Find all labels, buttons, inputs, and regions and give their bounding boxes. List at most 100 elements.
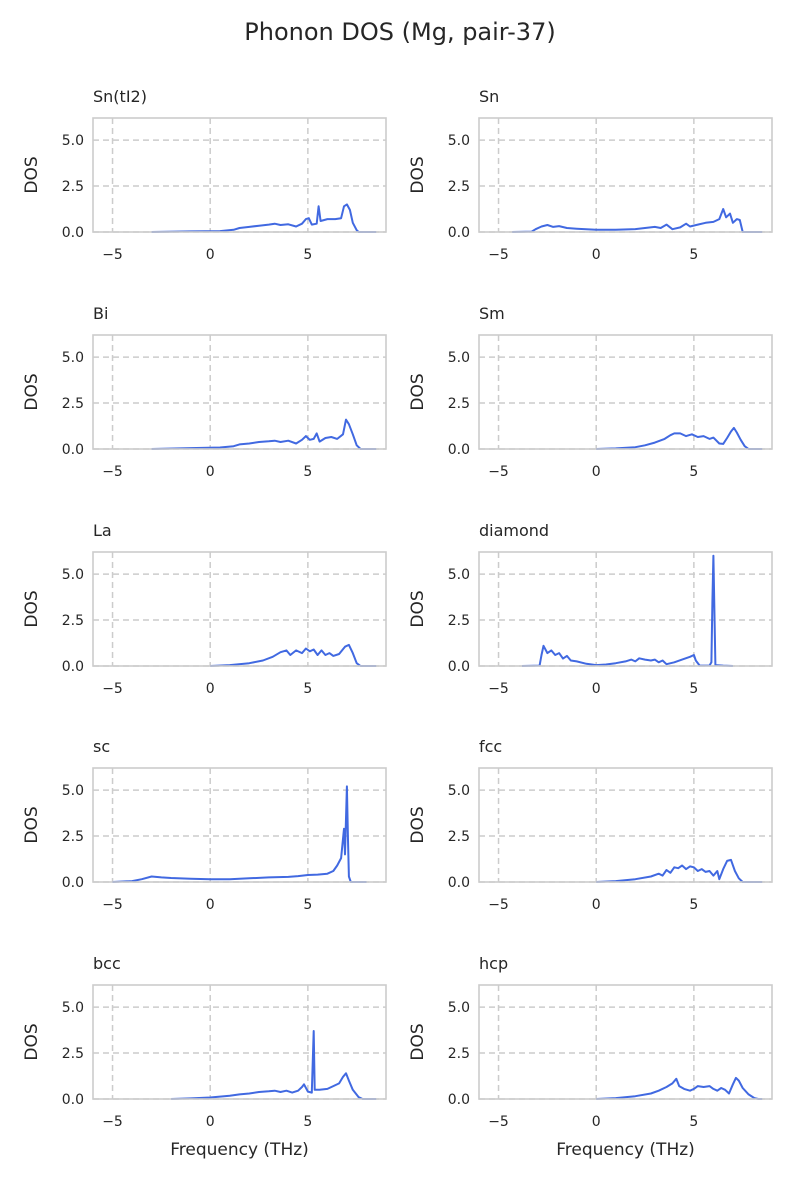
y-tick-label: 2.5 [448,179,470,195]
y-tick-label: 5.0 [62,783,84,799]
y-axis-label: DOS [408,590,428,627]
y-tick-label: 0.0 [62,659,84,675]
x-tick-label: −5 [488,681,509,697]
x-tick-label: 0 [206,897,215,913]
x-tick-label: 0 [592,464,601,480]
subplot-title: fcc [479,737,502,756]
x-tick-label: 5 [303,897,312,913]
y-tick-label: 0.0 [62,1092,84,1108]
subplot-5: La 0.0 2.5 5.0 −5 0 5 DOS [22,521,387,697]
subplot-10: hcp 0.0 2.5 5.0 −5 0 5 DOS Frequency (THz) [408,954,773,1160]
y-tick-label: 2.5 [62,613,84,629]
x-tick-label: 5 [303,247,312,263]
y-tick-label: 2.5 [448,396,470,412]
x-tick-label: −5 [102,247,123,263]
x-tick-label: 5 [689,247,698,263]
dos-line [171,1030,377,1100]
x-tick-label: −5 [488,464,509,480]
x-tick-label: 5 [303,1114,312,1130]
y-tick-label: 5.0 [448,783,470,799]
y-tick-label: 0.0 [448,225,470,241]
y-axis-label: DOS [22,806,42,843]
y-tick-label: 5.0 [448,567,470,583]
dos-line [210,643,377,667]
axes-frame [92,117,387,233]
dos-line [112,785,367,883]
x-tick-label: 5 [689,1114,698,1130]
y-tick-label: 5.0 [62,350,84,366]
subplot-title: hcp [479,954,508,973]
x-tick-label: 5 [303,681,312,697]
subplot-7: sc 0.0 2.5 5.0 −5 0 5 DOS [22,737,387,913]
subplot-title: sc [93,737,110,756]
subplot-title: Sn [479,87,499,106]
x-tick-label: −5 [102,897,123,913]
axes-frame [92,551,387,667]
x-tick-label: 0 [592,1114,601,1130]
x-tick-label: 5 [689,464,698,480]
axes-frame [92,984,387,1100]
y-tick-label: 0.0 [448,659,470,675]
x-tick-label: −5 [488,1114,509,1130]
x-tick-label: −5 [102,464,123,480]
y-tick-label: 2.5 [62,396,84,412]
y-tick-label: 5.0 [62,1000,84,1016]
y-tick-label: 2.5 [448,613,470,629]
y-tick-label: 0.0 [448,442,470,458]
dos-line [596,1076,763,1100]
subplot-title: Bi [93,304,108,323]
y-tick-label: 5.0 [62,567,84,583]
subplot-9: bcc 0.0 2.5 5.0 −5 0 5 DOS Frequency (THz) [22,954,387,1160]
y-axis-label: DOS [22,1023,42,1060]
y-tick-label: 0.0 [62,442,84,458]
axes-frame [478,334,773,450]
y-axis-label: DOS [408,373,428,410]
axes-frame [92,767,387,883]
x-tick-label: 0 [592,681,601,697]
axes-frame [478,117,773,233]
y-axis-label: DOS [408,156,428,193]
figure-title: Phonon DOS (Mg, pair-37) [244,18,556,46]
subplot-title: Sm [479,304,505,323]
x-tick-label: 0 [206,681,215,697]
y-tick-label: 0.0 [62,225,84,241]
x-tick-label: −5 [488,897,509,913]
x-tick-label: 5 [303,464,312,480]
subplot-title: La [93,521,112,540]
dos-line [596,426,763,450]
subplot-title: Sn(tI2) [93,87,147,106]
y-tick-label: 2.5 [448,829,470,845]
subplot-title: diamond [479,521,549,540]
axes-frame [478,767,773,883]
y-tick-label: 2.5 [62,829,84,845]
subplot-1: Sn(tI2) 0.0 2.5 5.0 −5 0 5 DOS [22,87,387,263]
y-tick-label: 0.0 [448,1092,470,1108]
y-tick-label: 5.0 [62,133,84,149]
x-tick-label: 0 [206,1114,215,1130]
subplot-8: fcc 0.0 2.5 5.0 −5 0 5 DOS [408,737,773,913]
x-tick-label: −5 [102,1114,123,1130]
dos-line [596,858,763,883]
subplot-title: bcc [93,954,121,973]
x-tick-label: 0 [592,897,601,913]
y-tick-label: 5.0 [448,133,470,149]
axes-frame [92,334,387,450]
y-axis-label: DOS [408,1023,428,1060]
x-tick-label: −5 [488,247,509,263]
subplot-3: Bi 0.0 2.5 5.0 −5 0 5 DOS [22,304,387,480]
dos-line [521,554,733,667]
y-tick-label: 2.5 [62,179,84,195]
x-axis-label: Frequency (THz) [556,1140,695,1160]
y-tick-label: 2.5 [448,1046,470,1062]
x-tick-label: 0 [592,247,601,263]
y-tick-label: 5.0 [448,350,470,366]
axes-frame [478,551,773,667]
subplot-6: diamond 0.0 2.5 5.0 −5 0 5 DOS [408,521,773,697]
x-tick-label: −5 [102,681,123,697]
y-axis-label: DOS [22,590,42,627]
y-axis-label: DOS [22,156,42,193]
x-axis-label: Frequency (THz) [170,1140,309,1160]
dos-line [512,208,763,233]
x-tick-label: 5 [689,681,698,697]
y-tick-label: 5.0 [448,1000,470,1016]
